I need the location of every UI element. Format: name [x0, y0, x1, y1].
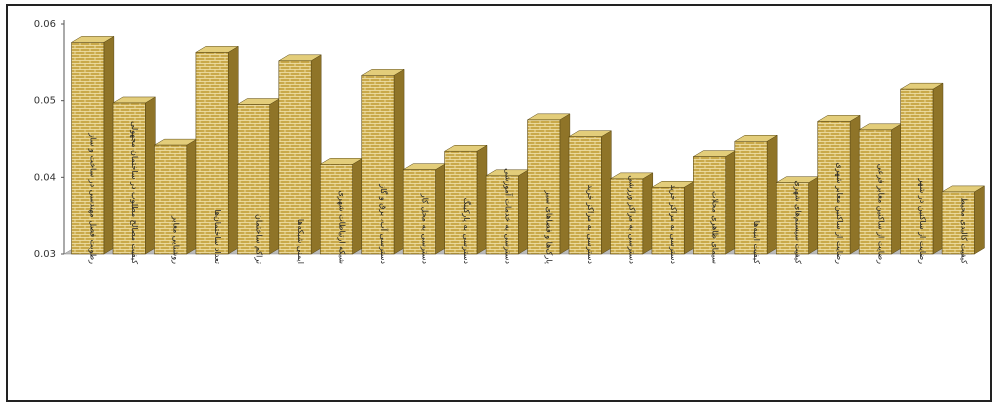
y-tick-label: 0.05 [34, 96, 56, 107]
bar-side-face [310, 54, 322, 255]
bar [402, 163, 447, 255]
x-category-label: رطوبت فصل مهندسی در ساخت و ساز [89, 132, 98, 264]
bar [899, 82, 944, 255]
x-category-label: کیفیت مصالح مطلوب در ساختمان مجهولی [130, 121, 139, 264]
x-category-label: تعداد ساختمان‌ها [213, 209, 222, 264]
bar-front-face [651, 187, 685, 255]
bar-front-face [527, 119, 561, 255]
bar-side-face [684, 180, 695, 255]
x-category-label: رضایت از ساکنین در شهر [918, 177, 927, 264]
bar-side-face [145, 96, 156, 255]
x-category-label: روشنایی معابر [172, 215, 181, 264]
x-category-label: کیفیت ابنیه‌ها [752, 221, 761, 264]
bar-side-face [269, 98, 280, 255]
bar-side-face [352, 157, 363, 255]
bar [733, 134, 779, 255]
bar-chart: 0.03 0.04 0.05 0.06 رطوبت فصل مهندسی در ساخت… [34, 19, 986, 265]
bar-side-face [393, 68, 405, 255]
bar [651, 180, 696, 255]
bar-side-face [891, 123, 902, 255]
x-category-label: ایمنی شبکه‌ها [296, 219, 305, 264]
bar-side-face [808, 176, 819, 255]
bar [70, 35, 115, 255]
bar-front-face [900, 88, 934, 255]
bar [112, 96, 157, 255]
bar-front-face [568, 136, 602, 255]
x-category-label: کیفیت سیستم‌های شهری [793, 180, 802, 264]
bar-side-face [186, 138, 198, 255]
x-category-label: دسترسی به مراکز ورزشی [628, 175, 637, 264]
bar-front-face [278, 60, 312, 255]
y-tick-label: 0.04 [34, 172, 56, 183]
x-category-label: رضایت از ساکنین معابر شهری [835, 162, 844, 264]
bar-front-face [402, 169, 436, 255]
x-category-label: کیفیت کالبدی محیط [959, 197, 968, 264]
bar-front-face [858, 129, 892, 255]
bar-side-face [725, 150, 736, 255]
bar-side-face [642, 172, 654, 255]
bar [277, 54, 323, 255]
x-category-label: سیمای ظاهری محلات [711, 191, 720, 264]
x-category-label: دسترسی به خدمات آموزشی [503, 168, 513, 264]
bar-front-face [444, 150, 478, 255]
bar-front-face [361, 75, 395, 255]
bar-side-face [766, 134, 778, 255]
y-tick-label: 0.03 [34, 249, 56, 260]
bar-front-face [195, 52, 229, 255]
bar-front-face [319, 164, 353, 255]
bar-front-face [817, 121, 851, 255]
chart-frame: 0.03 0.04 0.05 0.06 رطوبت فصل مهندسی در ساخت… [6, 4, 992, 402]
y-tick-label: 0.06 [34, 19, 56, 30]
bar-front-face [71, 42, 105, 255]
bar-front-face [154, 144, 188, 255]
bar [319, 157, 364, 255]
bar-front-face [734, 141, 768, 255]
bar [692, 150, 737, 255]
x-category-label: دسترسی به پارکینگ [462, 198, 472, 265]
x-category-label: تراکم ساختمان [255, 214, 264, 264]
bar-front-face [775, 182, 809, 255]
x-category-label: شبکه ارتباطات شهری [337, 191, 346, 265]
bar-side-face [974, 185, 985, 255]
bar-side-face [103, 35, 115, 255]
bar-front-face [485, 175, 519, 255]
x-category-label: رضایت از ساکنین معابر فرعی [876, 164, 885, 264]
bar-side-face [601, 130, 612, 255]
bar-front-face [112, 102, 146, 255]
bar-side-face [476, 144, 488, 255]
bar [858, 123, 903, 255]
x-category-label: پارک‌ها و فضاهای سبز [545, 190, 554, 264]
bar-side-face [932, 82, 944, 255]
x-category-label: دسترسی آب، برق و گاز [379, 183, 389, 264]
x-category-label: دسترسی به محل کار [420, 193, 429, 265]
bar-front-face [610, 178, 644, 255]
bar-front-face [941, 191, 975, 255]
bar-side-face [559, 113, 571, 255]
bar-side-face [435, 163, 446, 255]
bar [485, 169, 530, 255]
bar [816, 114, 861, 255]
bar [775, 176, 820, 255]
bar [153, 138, 198, 255]
bar-side-face [518, 169, 529, 255]
bar [236, 98, 281, 255]
bar-front-face [237, 104, 271, 255]
x-category-label: دسترسی به مراکز خرید [669, 184, 678, 264]
bar [568, 130, 613, 255]
bar [609, 172, 654, 255]
bar-side-face [228, 45, 239, 255]
bar [360, 68, 405, 255]
bar [443, 144, 488, 255]
bar [526, 113, 571, 255]
x-category-label: دسترسی به مراکز خرید [586, 184, 595, 264]
bar-side-face [849, 114, 861, 255]
bar [941, 185, 986, 255]
bar-front-face [693, 156, 727, 255]
